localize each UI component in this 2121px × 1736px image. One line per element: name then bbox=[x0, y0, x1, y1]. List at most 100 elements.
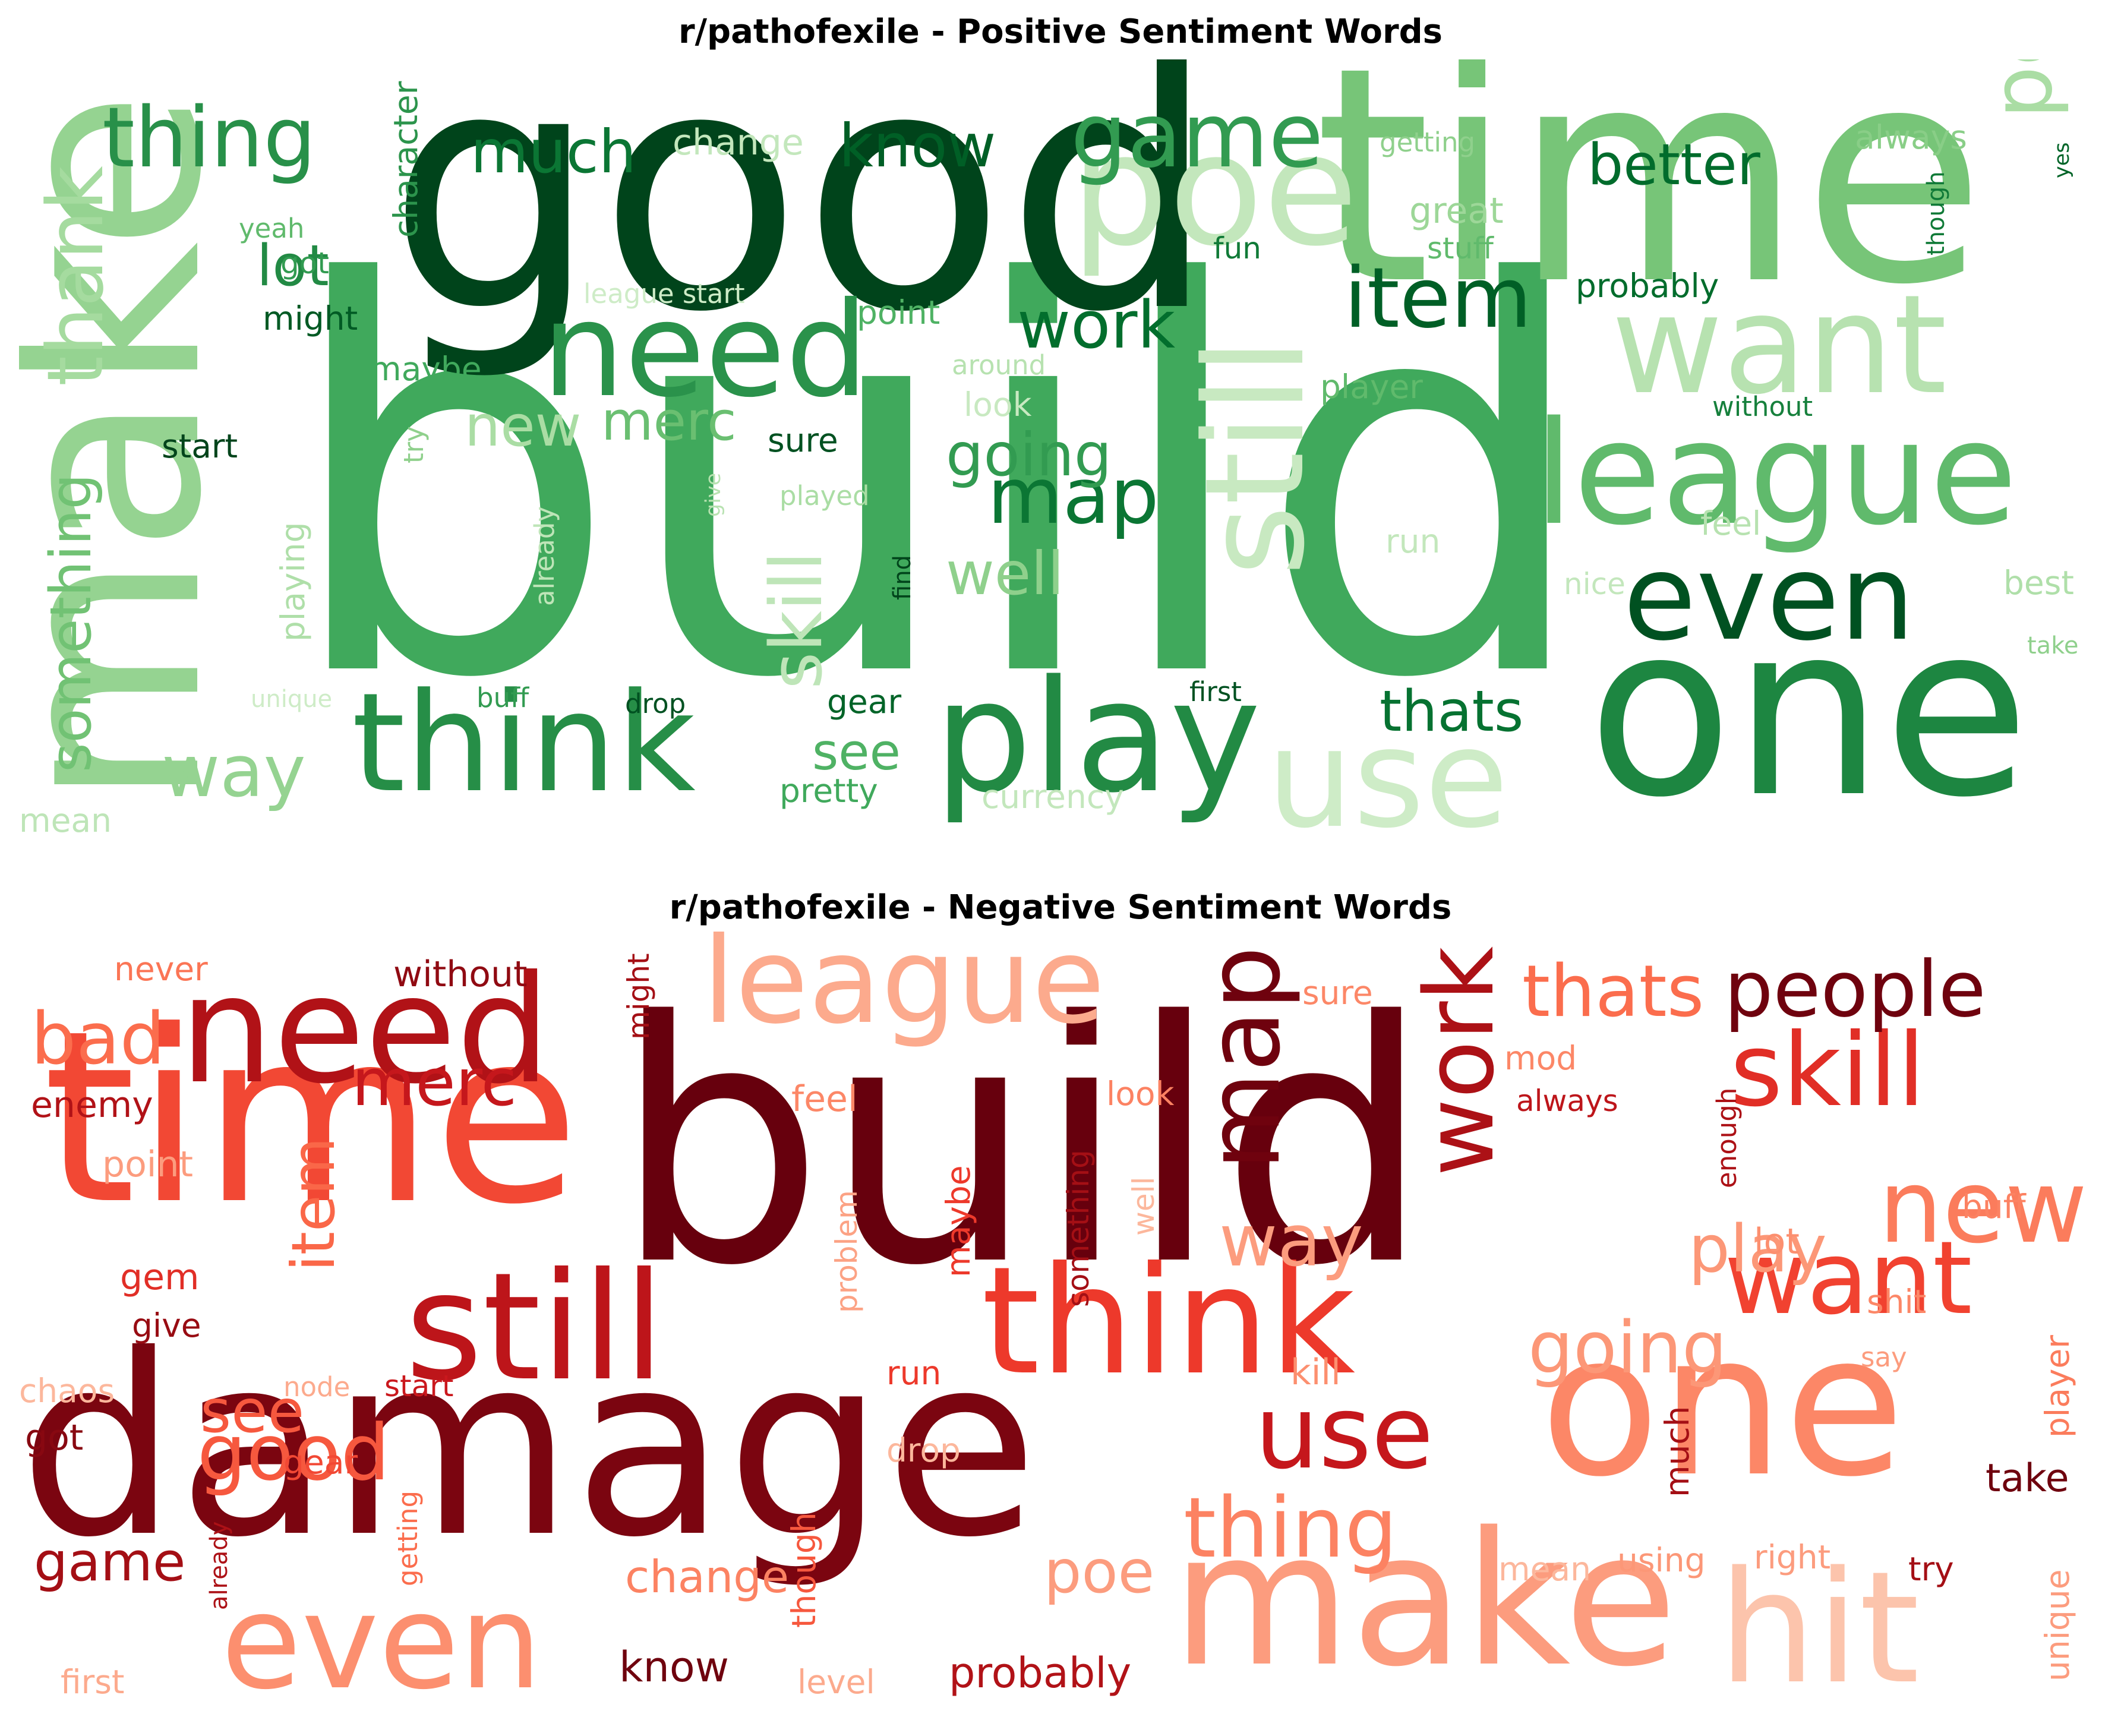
cloud-word-see: see bbox=[200, 1377, 304, 1446]
cloud-word-buff: buff bbox=[1962, 1188, 2027, 1226]
cloud-word-need: need bbox=[179, 943, 551, 1116]
cloud-word-poe: poe bbox=[1071, 101, 1358, 280]
cloud-word-enemy: enemy bbox=[31, 1084, 153, 1126]
cloud-word-gear: gear bbox=[283, 1443, 358, 1481]
cloud-word-using: using bbox=[1617, 1541, 1706, 1579]
cloud-word-though: though bbox=[785, 1512, 823, 1628]
cloud-word-skill: skill bbox=[1730, 1012, 1926, 1129]
cloud-word-going: going bbox=[1528, 1307, 1727, 1390]
cloud-word-maybe: maybe bbox=[370, 350, 482, 388]
cloud-word-thing: thing bbox=[1183, 1480, 1397, 1577]
cloud-word-think: think bbox=[352, 664, 696, 823]
cloud-word-try: try bbox=[1908, 1550, 1954, 1588]
cloud-word-need: need bbox=[542, 274, 869, 426]
cloud-word-work: work bbox=[1017, 287, 1175, 363]
cloud-word-know: know bbox=[839, 111, 996, 181]
cloud-word-want: want bbox=[1724, 1220, 1972, 1337]
cloud-word-nice: nice bbox=[1564, 567, 1626, 601]
cloud-word-thats: thats bbox=[1522, 951, 1704, 1033]
cloud-word-best: best bbox=[2003, 564, 2074, 602]
cloud-word-say: say bbox=[1861, 1342, 1907, 1373]
cloud-word-mean: mean bbox=[1498, 1550, 1591, 1588]
cloud-word-player: player bbox=[2038, 1335, 2076, 1438]
cloud-word-around: around bbox=[952, 349, 1046, 381]
cloud-word-look: look bbox=[964, 386, 1032, 424]
cloud-word-much: much bbox=[471, 117, 636, 187]
cloud-word-might: might bbox=[621, 953, 656, 1040]
positive-cloud-title: r/pathofexile - Positive Sentiment Words bbox=[678, 12, 1443, 51]
cloud-word-without: without bbox=[1712, 391, 1813, 422]
cloud-word-damage: damage bbox=[19, 1302, 1038, 1592]
cloud-word-find: find bbox=[889, 555, 916, 600]
cloud-word-build: build bbox=[280, 173, 1595, 795]
cloud-word-thank: thank bbox=[30, 166, 121, 386]
cloud-word-great: great bbox=[1409, 190, 1504, 232]
cloud-word-item: item bbox=[1344, 250, 1532, 347]
cloud-word-fun: fun bbox=[1213, 231, 1261, 266]
cloud-word-change: change bbox=[625, 1551, 789, 1603]
cloud-word-already: already bbox=[529, 506, 560, 606]
cloud-word-try: try bbox=[398, 426, 430, 463]
cloud-word-gem: gem bbox=[120, 1257, 199, 1298]
cloud-word-make: make bbox=[1172, 1493, 1677, 1707]
positive-word-cloud: build good time make one poe want league play thi… bbox=[19, 59, 2102, 867]
cloud-word-league: league bbox=[1534, 390, 2018, 557]
cloud-word-game: game bbox=[1071, 84, 1324, 188]
cloud-word-getting: getting bbox=[392, 1491, 424, 1586]
cloud-word-map: map bbox=[1185, 946, 1303, 1170]
cloud-word-never: never bbox=[114, 950, 208, 988]
cloud-word-buff: buff bbox=[476, 682, 529, 714]
cloud-word-game: game bbox=[34, 1531, 185, 1593]
cloud-word-give: give bbox=[702, 473, 725, 517]
cloud-word-might: might bbox=[263, 299, 358, 337]
cloud-word-yeah: yeah bbox=[239, 213, 304, 244]
cloud-word-better: better bbox=[1587, 132, 1761, 198]
cloud-word-time: time bbox=[43, 980, 580, 1257]
cloud-word-make: make bbox=[19, 90, 259, 808]
cloud-word-map: map bbox=[987, 451, 1159, 541]
cloud-word-kill: kill bbox=[1290, 1352, 1341, 1393]
cloud-word-work: work bbox=[1404, 946, 1515, 1176]
cloud-word-know: know bbox=[619, 1643, 729, 1691]
cloud-word-feel: feel bbox=[791, 1078, 858, 1120]
cloud-word-lot: lot bbox=[257, 233, 329, 299]
cloud-word-use: use bbox=[1255, 1374, 1434, 1492]
cloud-word-think: think bbox=[981, 1235, 1355, 1407]
cloud-word-point: point bbox=[102, 1144, 193, 1185]
cloud-word-gear: gear bbox=[827, 683, 901, 721]
cloud-word-people: people bbox=[1724, 944, 1986, 1034]
cloud-word-shit: shit bbox=[1867, 1283, 1926, 1321]
cloud-word-still: still bbox=[1176, 337, 1335, 576]
cloud-word-change: change bbox=[673, 122, 804, 163]
cloud-word-currency: currency bbox=[981, 778, 1124, 816]
cloud-word-right: right bbox=[1754, 1538, 1830, 1576]
cloud-word-start: start bbox=[384, 1369, 453, 1403]
cloud-word-stuff: stuff bbox=[1427, 231, 1494, 266]
cloud-word-even: even bbox=[221, 1566, 542, 1718]
cloud-word-well: well bbox=[946, 539, 1064, 608]
cloud-word-run: run bbox=[886, 1354, 941, 1392]
cloud-word-played: played bbox=[779, 480, 870, 512]
cloud-word-take: take bbox=[2027, 632, 2079, 659]
cloud-word-always: always bbox=[1516, 1084, 1618, 1118]
cloud-word-unique: unique bbox=[2038, 1569, 2076, 1681]
cloud-word-without: without bbox=[393, 954, 528, 995]
cloud-word-node: node bbox=[283, 1371, 350, 1403]
cloud-word-playing: playing bbox=[274, 522, 312, 642]
cloud-word-good: good bbox=[197, 1407, 390, 1498]
cloud-word-feel: feel bbox=[1700, 504, 1761, 542]
cloud-word-something: something bbox=[39, 474, 104, 772]
cloud-word-merc: merc bbox=[601, 390, 737, 453]
cloud-word-pretty: pretty bbox=[779, 772, 878, 810]
cloud-word-getting: getting bbox=[1380, 127, 1475, 158]
cloud-word-first: first bbox=[61, 1663, 124, 1701]
cloud-word-enough: enough bbox=[1711, 1088, 1743, 1188]
cloud-word-character: character bbox=[387, 81, 425, 238]
cloud-word-good: good bbox=[387, 59, 1217, 385]
cloud-word-play: play bbox=[1688, 1211, 1827, 1287]
cloud-word-sure: sure bbox=[768, 421, 838, 459]
cloud-word-new: new bbox=[465, 394, 581, 459]
cloud-word-merc: merc bbox=[352, 1044, 517, 1120]
